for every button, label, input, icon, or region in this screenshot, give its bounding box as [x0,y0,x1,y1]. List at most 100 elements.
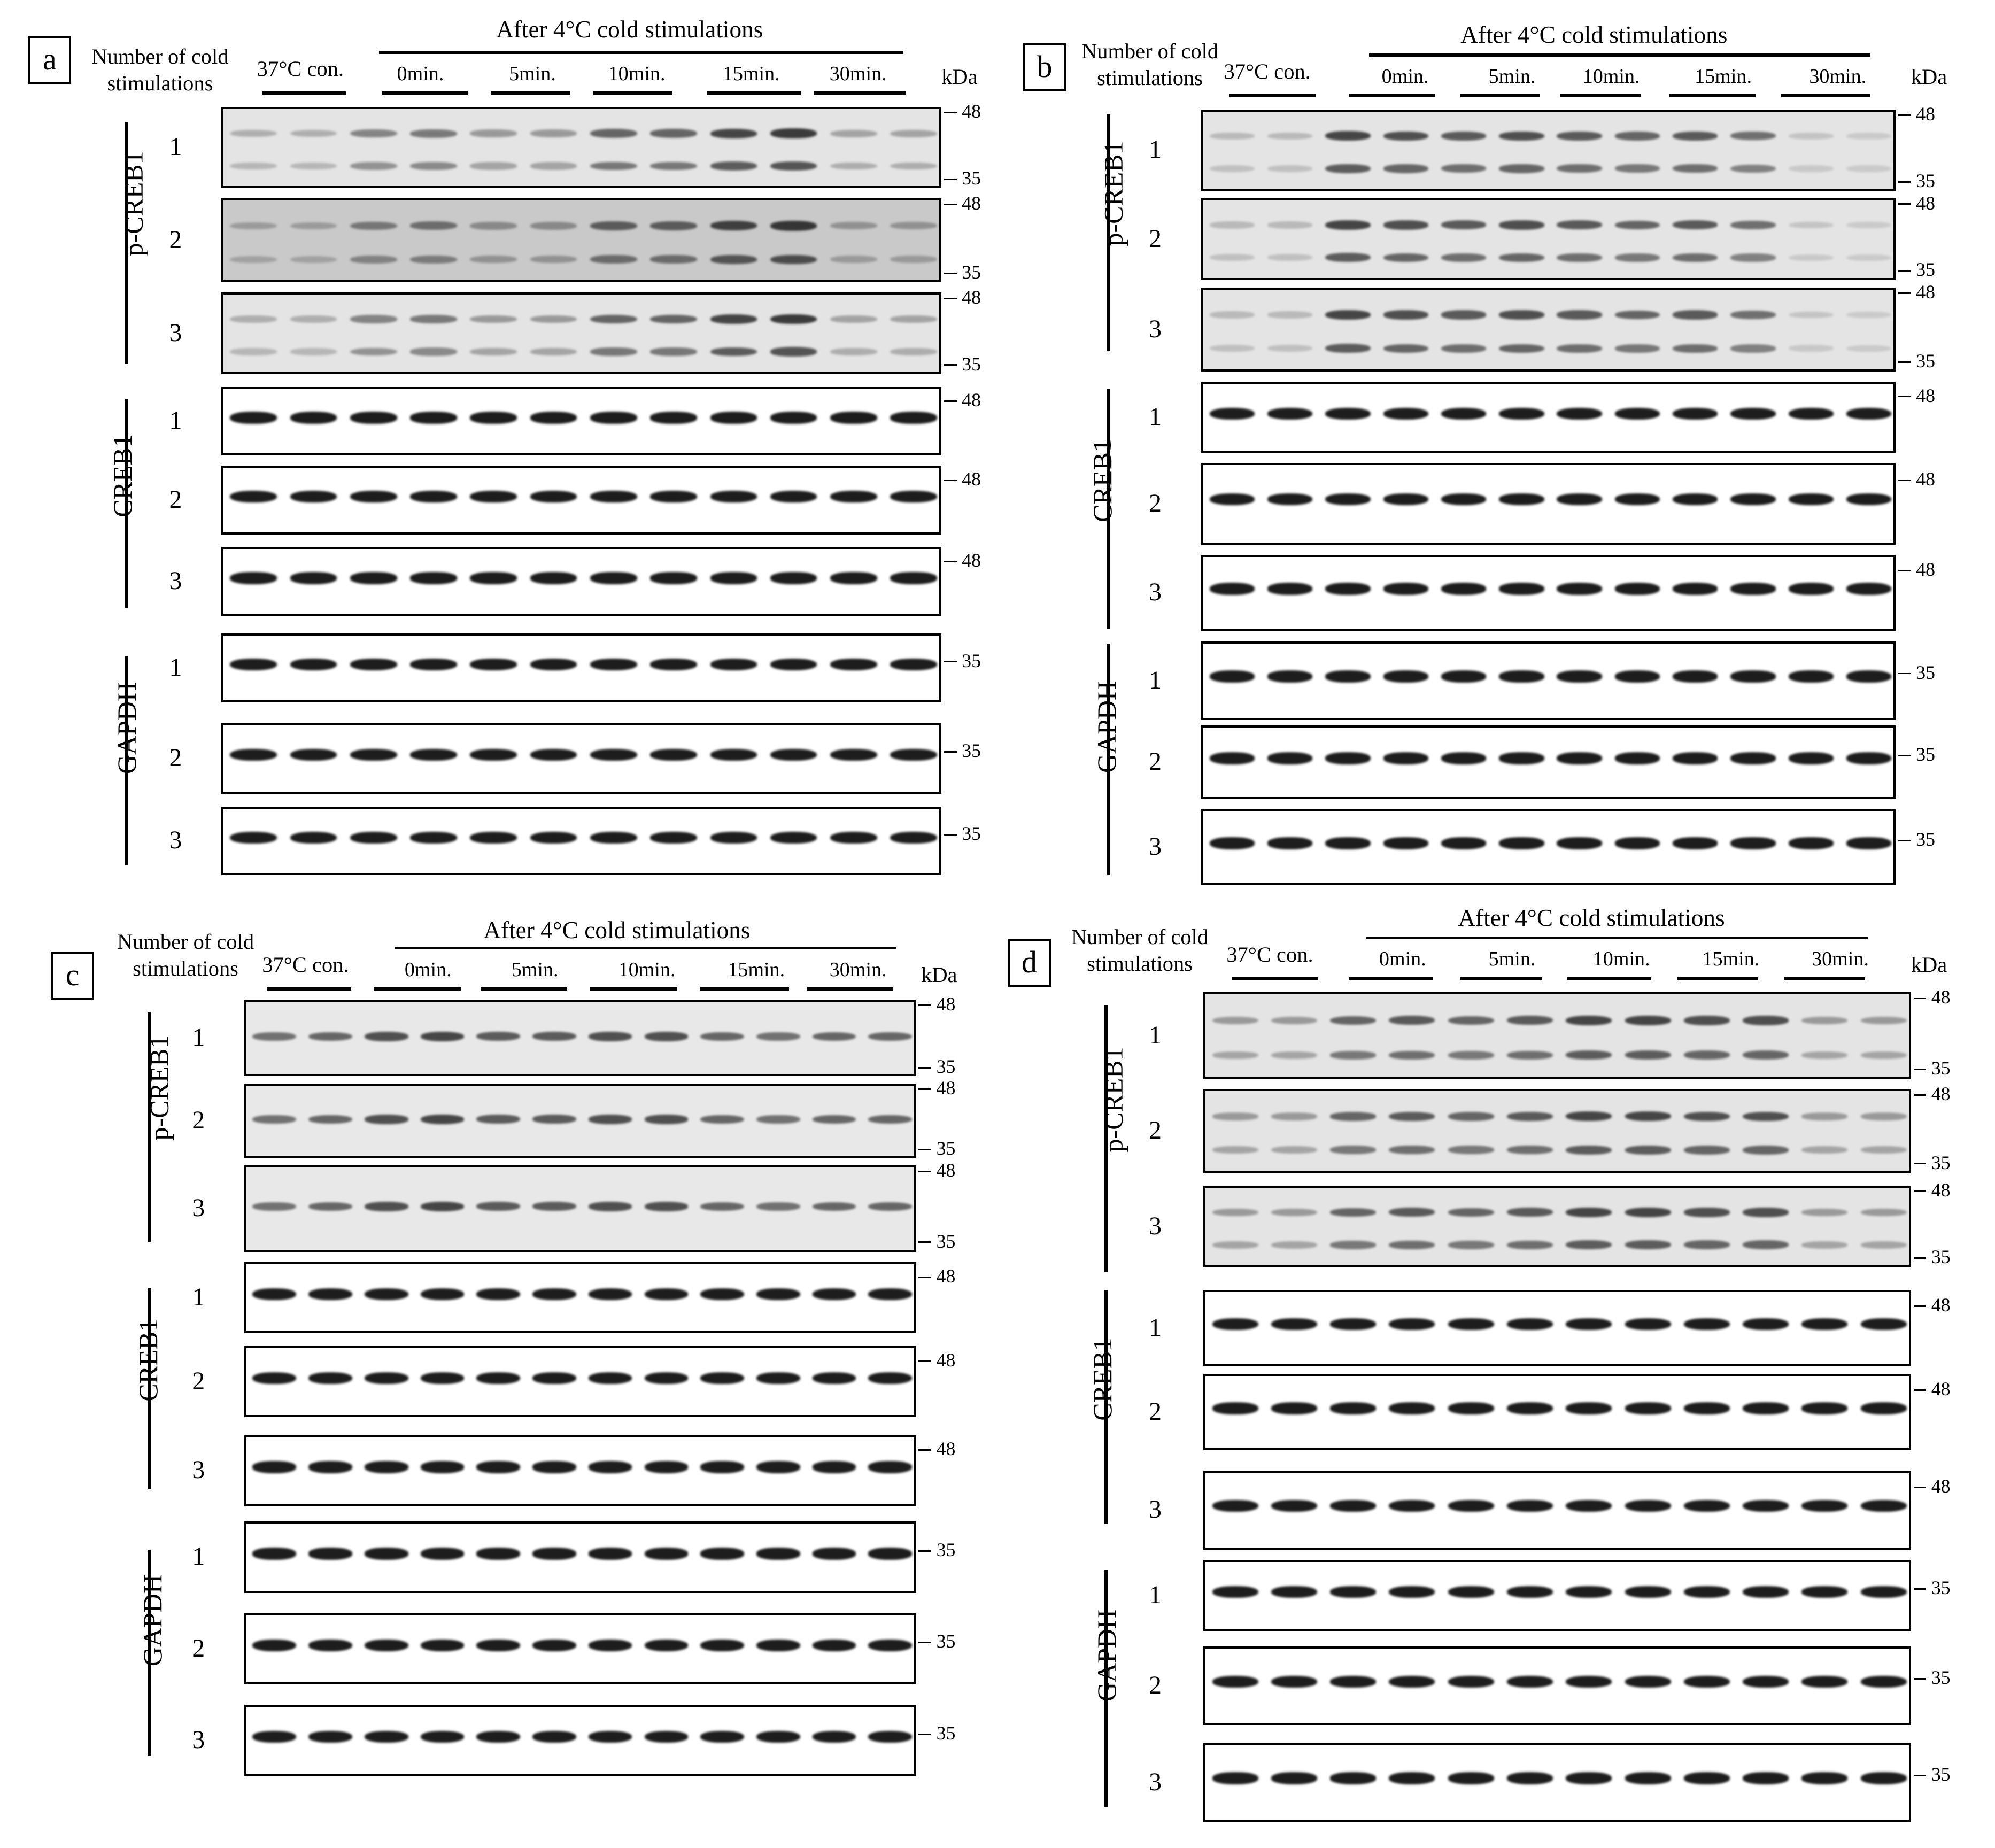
marker-label-high: 48 [962,550,981,571]
band [1846,133,1892,140]
band [530,412,577,424]
band [230,256,277,263]
band [1383,493,1428,506]
band [890,831,937,844]
band [700,1288,744,1301]
group-label-creb1: CREB1 [133,1318,163,1402]
band [890,412,937,424]
band [1448,1318,1494,1331]
band [890,222,937,230]
band [590,161,637,171]
band [530,748,577,761]
band [1389,1675,1435,1688]
marker-tick [1898,181,1911,183]
marker-label-high: 48 [936,1077,956,1099]
band [1730,583,1776,595]
timepoint-underline [707,91,802,95]
marker-label-high: 48 [962,468,981,490]
band [770,572,817,584]
replicate-label: 1 [1149,666,1162,694]
timepoint-underline [1460,977,1542,980]
band [1625,1240,1671,1250]
group-bar [1107,644,1110,876]
blot-creb1-1 [221,386,942,456]
band [1389,1146,1435,1155]
band [1743,1145,1789,1155]
marker-tick [1898,570,1911,572]
control-underline [267,987,351,991]
replicate-label: 1 [1149,1581,1162,1609]
cold-stimulation-count-label: Number of cold stimulations [1081,39,1219,90]
band [1271,1051,1317,1059]
band [290,659,337,671]
replicate-label: 3 [192,1194,205,1223]
band [1557,310,1602,320]
band [700,1372,744,1385]
marker-tick [944,112,957,113]
timepoint-underline [1676,977,1759,980]
timepoint-underline [814,91,906,95]
band [1325,493,1371,506]
band [1499,493,1544,506]
band [1212,1402,1258,1414]
band [644,1032,689,1041]
band [1267,132,1313,140]
band [830,162,877,170]
panel-letter-b: b [1023,43,1066,92]
band [1389,1016,1435,1025]
marker-tick [918,1642,932,1643]
band [756,1288,800,1301]
marker-label-low: 35 [962,353,981,375]
band [1672,344,1718,353]
band [530,347,577,356]
band [1566,1111,1612,1122]
band [532,1461,576,1473]
band [1614,344,1660,353]
band [650,221,697,230]
marker-tick [944,364,957,366]
band [1212,1241,1258,1249]
marker-tick [918,1550,932,1552]
band [476,1730,521,1743]
band [1212,1318,1258,1331]
band [1625,1207,1671,1217]
band [1860,1146,1907,1154]
replicate-label: 1 [192,1543,205,1571]
band [1788,583,1834,595]
band [868,1730,913,1743]
band [1557,253,1602,262]
band [1625,1111,1671,1122]
band [1506,1500,1553,1512]
band [1672,752,1718,764]
band [770,347,817,357]
band [308,1730,352,1743]
band [590,347,637,356]
timepoint-underline [1669,94,1756,97]
band [1389,1586,1435,1598]
replicate-label: 1 [1149,403,1162,431]
replicate-label: 2 [1149,1117,1162,1145]
marker-tick [918,1360,932,1362]
replicate-label: 1 [1149,1313,1162,1342]
marker-label-low: 35 [936,1230,956,1252]
band [230,831,277,844]
band [1683,1318,1730,1331]
timepoint-label: 5min. [511,958,559,981]
band [1330,1016,1377,1025]
band [590,748,637,761]
marker-label-low: 35 [962,740,981,762]
band [1448,1146,1494,1155]
band [1506,1146,1553,1155]
blot-creb1-1 [1203,1290,1911,1367]
band [1846,407,1892,420]
band [1557,407,1602,420]
band [252,1461,297,1473]
marker-tick [1898,292,1911,295]
band [644,1730,689,1743]
marker-tick [1898,479,1911,481]
marker-tick [1913,1389,1927,1391]
band [252,1372,297,1385]
marker-tick [918,1170,932,1172]
band [470,831,517,844]
marker-label-high: 48 [936,1265,956,1287]
